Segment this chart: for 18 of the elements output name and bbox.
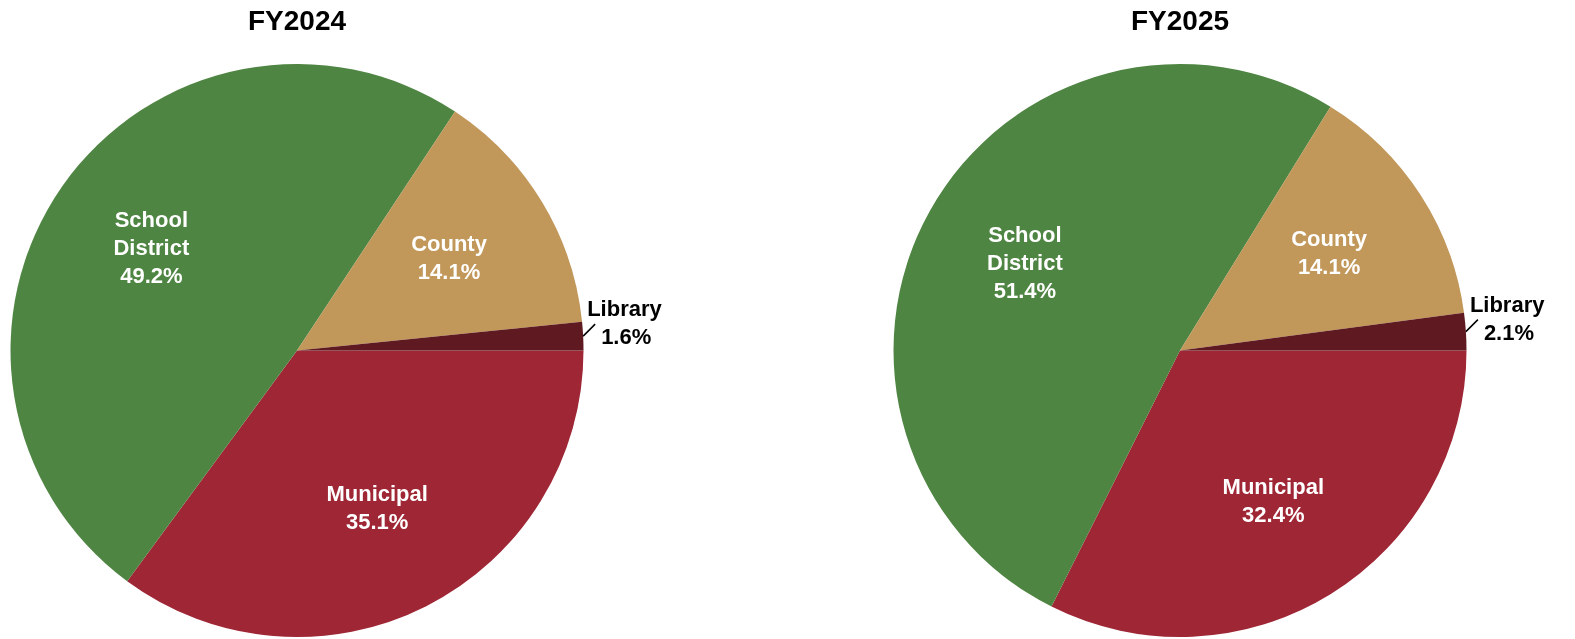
data-label: 14.1% [417, 258, 481, 284]
slice-label: County [411, 230, 488, 256]
slice-label: County [1291, 225, 1368, 251]
data-label: 49.2% [120, 262, 183, 288]
slice-label: Municipal [1222, 473, 1325, 499]
slice-label: School District [986, 222, 1064, 276]
data-label: 51.4% [993, 278, 1057, 304]
chart-title: FY2025 [1130, 4, 1230, 36]
slice-label: School District [113, 206, 190, 260]
data-label: 14.1% [1297, 253, 1361, 279]
data-label: 32.4% [1242, 501, 1305, 527]
slice-label: Library [587, 296, 663, 322]
slice-label: Municipal [326, 481, 428, 507]
slice-label: Library [1469, 291, 1546, 317]
chart-title: FY2024 [247, 4, 347, 36]
data-label: 2.1% [1483, 319, 1535, 345]
data-label: 1.6% [601, 324, 652, 350]
data-label: 35.1% [345, 509, 409, 535]
